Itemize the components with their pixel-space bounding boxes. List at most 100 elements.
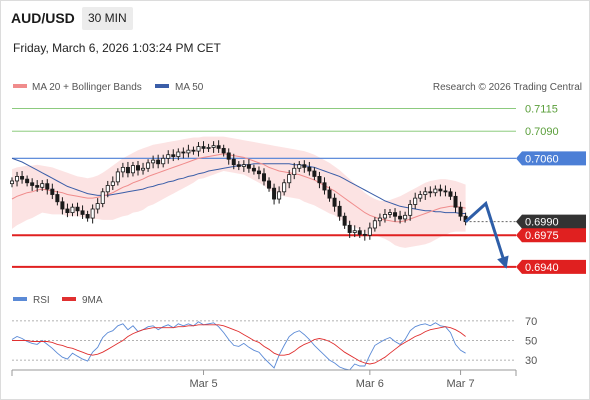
candle-body (100, 191, 105, 204)
candle (25, 175, 30, 187)
candle-body (125, 166, 130, 174)
candle (398, 210, 403, 224)
candle (327, 186, 332, 202)
level-label-0.6975: 0.6975 (525, 230, 559, 242)
candle-body (206, 147, 211, 149)
candle (50, 183, 55, 200)
candle (438, 184, 443, 197)
candle (141, 162, 146, 175)
candle-body (393, 212, 398, 217)
candle-body (50, 188, 55, 195)
candle (20, 171, 25, 184)
candle-body (135, 165, 140, 171)
candle (413, 192, 418, 209)
candle-body (231, 158, 236, 166)
candle-body (156, 159, 161, 165)
candle-body (302, 164, 307, 168)
candle-body (40, 183, 45, 188)
candle (151, 155, 156, 169)
candle-body (382, 214, 387, 219)
candle-body (201, 146, 206, 149)
x-tick-label: Mar 5 (189, 378, 217, 390)
candle (393, 208, 398, 222)
candle-body (95, 203, 100, 210)
candle (176, 148, 181, 161)
candle-body (85, 214, 90, 219)
candle-body (307, 166, 312, 172)
candle (181, 147, 186, 159)
candle-body (30, 182, 35, 186)
candle (226, 148, 231, 165)
candle-body (171, 154, 176, 157)
candle (312, 167, 317, 181)
candle (428, 186, 433, 198)
candle-body (297, 164, 302, 169)
candle (196, 142, 201, 157)
candle (100, 188, 105, 208)
level-label-0.7115: 0.7115 (525, 104, 558, 116)
candle (367, 222, 372, 240)
level-tag-0.6990 (516, 214, 586, 229)
candle (65, 203, 70, 218)
x-axis: Mar 5 Mar 6 Mar 7 (11, 369, 517, 390)
candle (307, 161, 312, 176)
candle-body (428, 191, 433, 194)
candle-body (261, 173, 266, 182)
candle (292, 162, 297, 180)
candle-body (372, 220, 377, 229)
candle (125, 161, 130, 178)
candle-body (166, 154, 171, 159)
candle-body (60, 201, 65, 210)
candle-body (367, 227, 372, 236)
candle-body (251, 167, 256, 172)
candle-body (342, 215, 347, 226)
candle-body (226, 152, 231, 160)
candle (458, 201, 463, 221)
rsi-ma-line (12, 324, 466, 365)
rsi-panel: 70 50 30 (11, 316, 537, 371)
level-tag-0.6975 (516, 228, 586, 243)
candle (347, 220, 352, 238)
forecast-arrow (464, 200, 508, 268)
candle-body (418, 194, 423, 199)
copyright-label: Research © 2026 Trading Central (433, 82, 582, 93)
candle-body (151, 159, 156, 164)
candle (110, 176, 115, 190)
candle (443, 185, 448, 197)
candle (130, 161, 135, 177)
candle-body (55, 194, 60, 203)
candle (85, 210, 90, 222)
candle-body (408, 204, 413, 216)
candle (135, 161, 140, 176)
candle-body (352, 230, 357, 233)
candle-body (191, 149, 196, 152)
candle-body (181, 151, 186, 154)
x-tick-label: Mar 7 (446, 378, 474, 390)
candle-body (272, 187, 277, 200)
candle (156, 154, 161, 169)
candle (453, 191, 458, 213)
candle-body (337, 205, 342, 217)
candle (30, 178, 35, 191)
rsi-tick-30: 30 (525, 355, 537, 367)
ma50-legend-label: MA 50 (175, 82, 204, 93)
candle-body (413, 197, 418, 205)
candle-body (146, 162, 151, 169)
candle-body (403, 214, 408, 220)
candle (332, 193, 337, 212)
candle (90, 204, 95, 224)
candle-body (246, 164, 251, 169)
candle (241, 160, 246, 172)
candle (221, 144, 226, 157)
candle (448, 188, 453, 200)
timeframe-badge[interactable]: 30 MIN (82, 7, 133, 30)
candle (201, 141, 206, 153)
rsi-tick-50: 50 (525, 335, 537, 347)
candle-body (186, 149, 191, 154)
level-label-0.6940: 0.6940 (525, 262, 559, 274)
candle-body (236, 164, 241, 167)
candle (80, 205, 85, 219)
candle-body (256, 170, 261, 175)
ma20-line (11, 153, 466, 223)
candle (186, 144, 191, 158)
